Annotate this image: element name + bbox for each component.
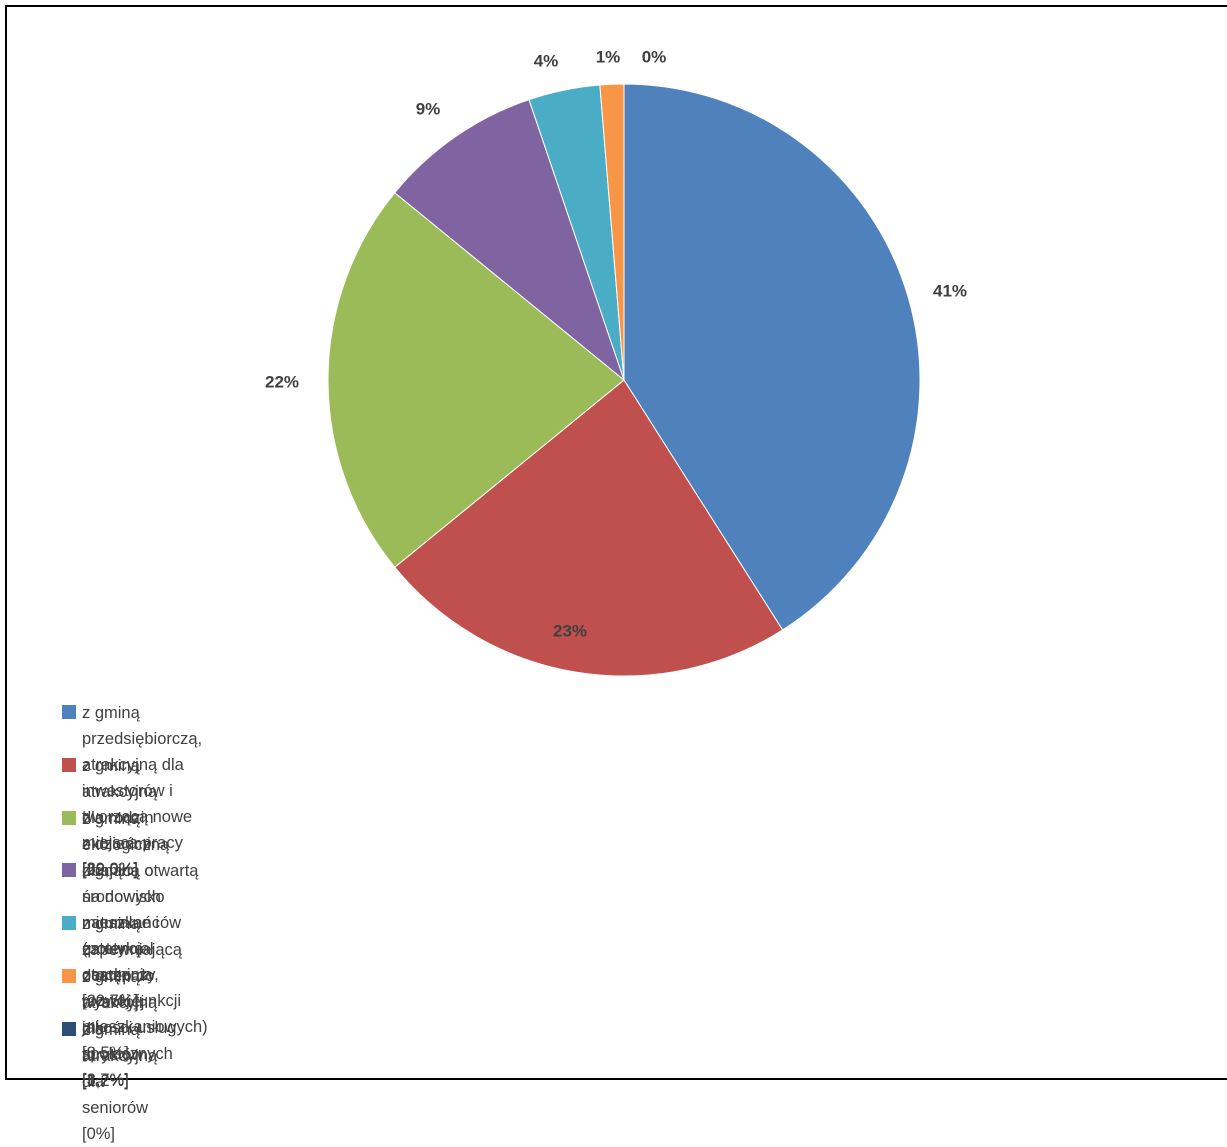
legend-swatch (62, 863, 76, 877)
legend-label: z gminą atrakcyjną dla rodzin z dziećmi … (82, 757, 158, 879)
legend-item: z gminą atrakcyjną dla seniorów [0%] (62, 1017, 157, 1147)
legend-item: z gminą atrakcyjną dla rodzin z dziećmi … (62, 753, 157, 883)
page: {"chart_data": {"type": "pie", "categori… (5, 5, 1227, 1143)
pie-slice (623, 83, 921, 631)
data-label: 1% (596, 47, 621, 66)
pie-slice (327, 192, 625, 568)
legend-item: z gminą otwartą na nowych mieszkańców (p… (62, 858, 208, 1066)
pie-slice (394, 99, 626, 382)
chart: 41% 23% 22% 9% 4% 1% 0% (265, 47, 967, 677)
legend-item: z gminą przedsiębiorczą, atrakcyjną dla … (62, 700, 202, 882)
legend-swatch (62, 705, 76, 719)
legend-label: z gminą zapewniającą dostęp do wysokiej … (82, 915, 182, 1089)
legend-item: z gminą ekologiczną dbającą o środowisko… (62, 806, 169, 1014)
legend-label: z gminą przedsiębiorczą, atrakcyjną dla … (82, 704, 203, 878)
pie-slice (394, 379, 784, 677)
legend-item: z gminą zapewniającą dostęp do wysokiej … (62, 911, 182, 1093)
legend-label: z gminą atrakcyjną dla seniorów [0%] (82, 1021, 158, 1143)
data-label: 4% (534, 51, 559, 70)
legend-label: z gminą otwartą na nowych mieszkańców (p… (82, 862, 208, 1062)
data-label: 22% (265, 372, 299, 391)
data-label: 0% (642, 47, 667, 66)
data-label: 41% (933, 281, 967, 300)
legend-swatch (62, 969, 76, 983)
data-label: 9% (416, 99, 441, 118)
legend-swatch (62, 1022, 76, 1036)
legend-swatch (62, 758, 76, 772)
legend-label: z gminą ekologiczną dbającą o środowisko… (82, 810, 170, 1010)
legend-swatch (62, 811, 76, 825)
data-label: 23% (553, 621, 587, 640)
legend-swatch (62, 916, 76, 930)
